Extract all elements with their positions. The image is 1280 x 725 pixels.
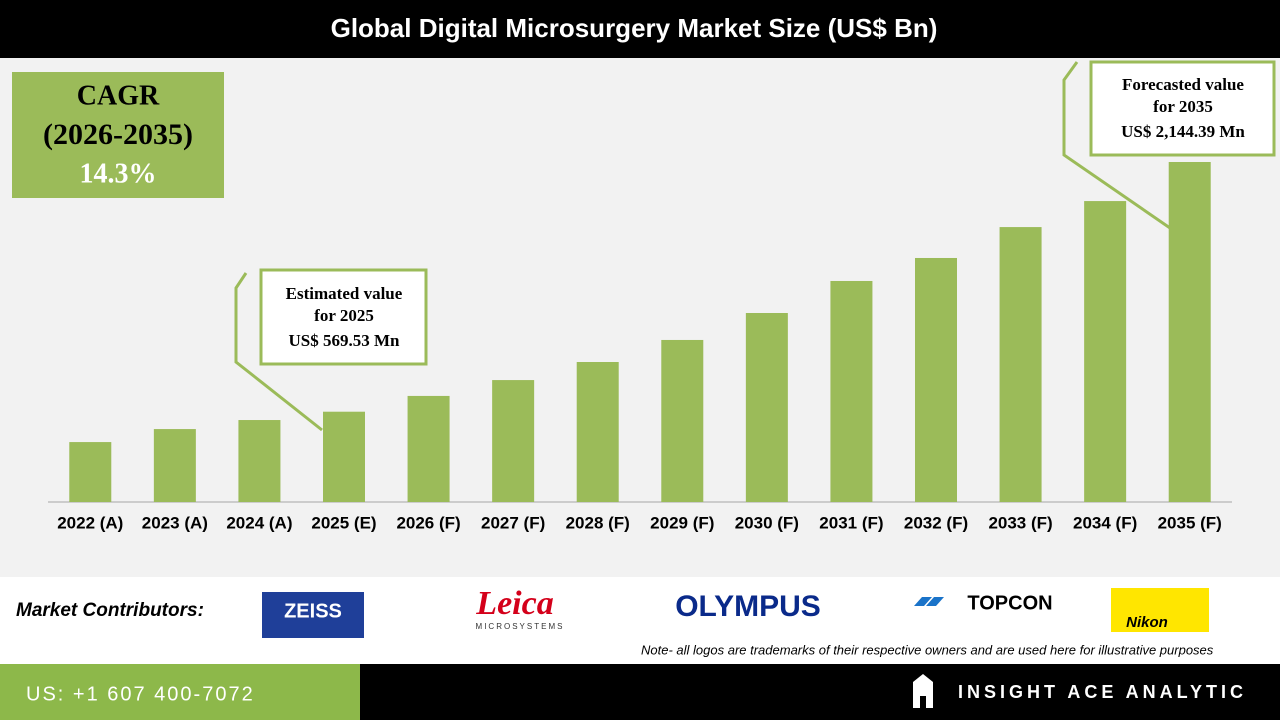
x-tick-label: 2028 (F) bbox=[566, 513, 630, 532]
zeiss-logo bbox=[262, 592, 364, 638]
x-tick-label: 2025 (E) bbox=[311, 513, 376, 532]
x-tick-label: 2034 (F) bbox=[1073, 513, 1137, 532]
annotation-box bbox=[1089, 60, 1276, 157]
x-tick-label: 2027 (F) bbox=[481, 513, 545, 532]
nikon-logo bbox=[1111, 588, 1209, 632]
phone-bar bbox=[0, 664, 360, 720]
phone: US: +1 607 400-7072 bbox=[26, 683, 255, 705]
bar bbox=[915, 257, 957, 502]
cagr-label: CAGR bbox=[77, 80, 160, 111]
annotation-connector bbox=[1062, 61, 1171, 230]
cagr-box bbox=[12, 72, 224, 198]
annotation-text: for 2025 bbox=[314, 306, 374, 325]
note: Note- all logos are trademarks of their … bbox=[641, 642, 1214, 657]
bar bbox=[576, 361, 619, 502]
leica-text: Leica bbox=[475, 585, 553, 622]
brand-bar bbox=[360, 664, 1280, 720]
x-tick-label: 2022 (A) bbox=[57, 513, 123, 532]
brand: INSIGHT ACE ANALYTIC bbox=[958, 682, 1247, 702]
brand-icon bbox=[913, 674, 933, 708]
bar bbox=[999, 227, 1042, 502]
contributors-label: Market Contributors: bbox=[16, 600, 204, 621]
annotation-value: US$ 2,144.39 Mn bbox=[1121, 122, 1245, 141]
x-tick-label: 2035 (F) bbox=[1158, 513, 1222, 532]
bar bbox=[1084, 201, 1127, 503]
leica-subtext: MICROSYSTEMS bbox=[476, 622, 565, 631]
annotation-text: for 2035 bbox=[1153, 97, 1213, 116]
title-bar bbox=[0, 0, 1280, 58]
x-tick-label: 2029 (F) bbox=[650, 513, 714, 532]
x-tick-label: 2024 (A) bbox=[226, 513, 292, 532]
cagr-period: (2026-2035) bbox=[43, 118, 193, 151]
x-tick-label: 2031 (F) bbox=[819, 513, 883, 532]
cagr-value: 14.3% bbox=[80, 158, 157, 189]
footer-background bbox=[0, 577, 1280, 664]
annotation-text: Estimated value bbox=[286, 284, 403, 303]
topcon-text: TOPCON bbox=[967, 592, 1052, 614]
annotation-text: Forecasted value bbox=[1122, 75, 1244, 94]
olympus-text: OLYMPUS bbox=[675, 590, 821, 623]
bar bbox=[69, 442, 112, 502]
x-tick-label: 2030 (F) bbox=[735, 513, 799, 532]
bar bbox=[323, 411, 365, 502]
chart-title: Global Digital Microsurgery Market Size … bbox=[331, 13, 938, 43]
annotation-box bbox=[259, 268, 428, 366]
annotation-value: US$ 569.53 Mn bbox=[289, 331, 401, 350]
x-tick-label: 2032 (F) bbox=[904, 513, 968, 532]
bar bbox=[745, 313, 788, 502]
bar bbox=[407, 395, 450, 502]
bar bbox=[1168, 162, 1211, 502]
bar bbox=[492, 380, 535, 502]
bar bbox=[238, 420, 281, 502]
x-tick-label: 2026 (F) bbox=[396, 513, 460, 532]
bar bbox=[153, 429, 196, 502]
bar bbox=[661, 339, 704, 502]
nikon-text: Nikon bbox=[1126, 614, 1168, 631]
x-tick-label: 2033 (F) bbox=[988, 513, 1052, 532]
bar bbox=[830, 280, 873, 502]
x-tick-label: 2023 (A) bbox=[142, 513, 208, 532]
topcon-icon bbox=[914, 597, 944, 606]
zeiss-text: ZEISS bbox=[284, 600, 342, 622]
annotation-connector bbox=[234, 272, 323, 432]
